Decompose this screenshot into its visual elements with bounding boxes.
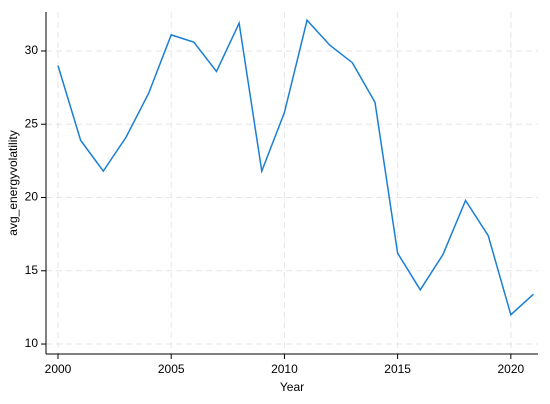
x-tick-label: 2005 <box>158 362 185 376</box>
y-tick-label: 15 <box>25 263 39 277</box>
x-tick-label: 2010 <box>271 362 298 376</box>
x-tick-label: 2000 <box>45 362 72 376</box>
x-axis-label: Year <box>280 380 304 394</box>
x-tick-label: 2020 <box>497 362 524 376</box>
y-tick-label: 30 <box>25 43 39 57</box>
data-line <box>57 18 534 317</box>
y-axis-label: avg_energyvolatility <box>6 130 20 235</box>
y-tick-label: 25 <box>25 116 39 130</box>
x-tick-label: 2015 <box>384 362 411 376</box>
y-tick-label: 10 <box>25 336 39 350</box>
y-tick-label: 20 <box>25 190 39 204</box>
